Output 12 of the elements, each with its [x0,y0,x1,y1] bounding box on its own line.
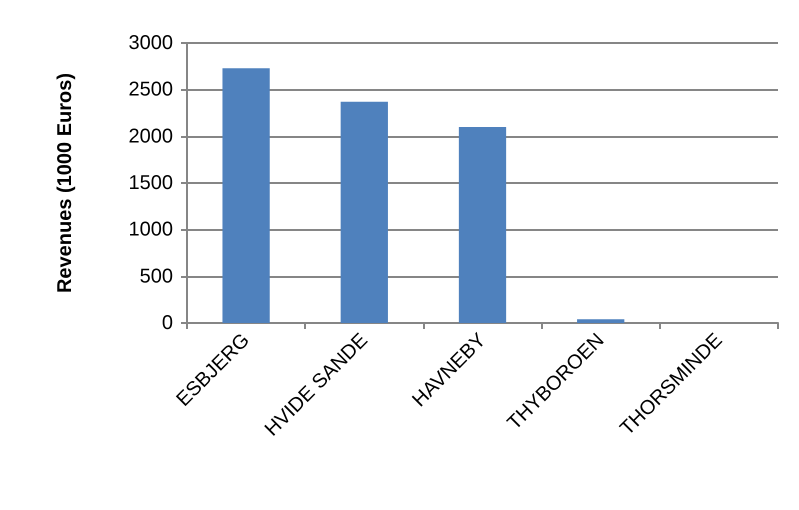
y-tick-label: 1500 [128,172,173,194]
bar [577,319,624,323]
y-tick-label: 2000 [128,125,173,148]
bar [222,68,270,323]
y-tick-label: 2500 [128,78,173,101]
y-tick-label: 3000 [128,32,173,54]
y-tick-label: 1000 [128,218,173,241]
y-tick-label: 0 [162,312,173,334]
y-tick-label: 500 [140,265,173,288]
bar [340,102,388,323]
bar [458,127,506,323]
y-axis-title: Revenues (1000 Euros) [54,72,76,294]
